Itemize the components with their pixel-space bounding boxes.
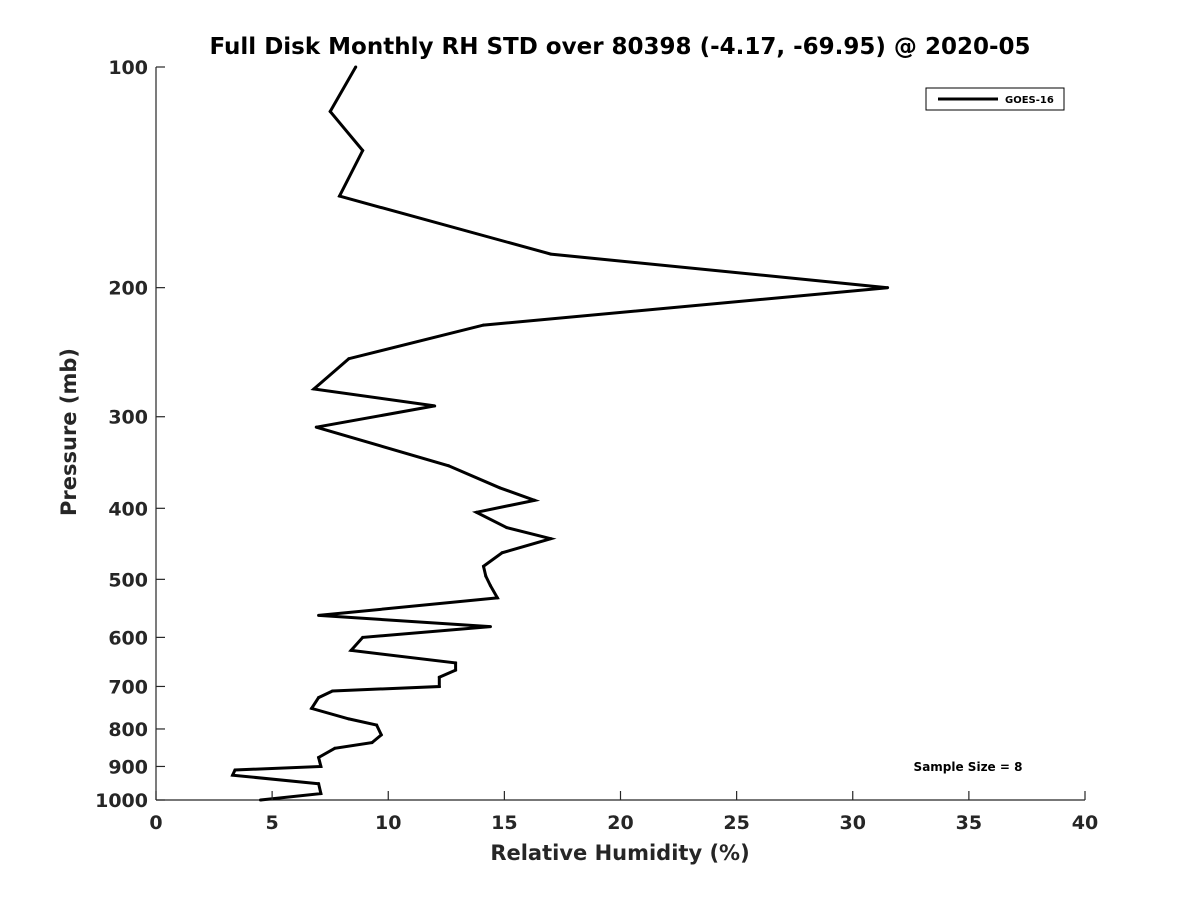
data-point (500, 551, 504, 555)
y-tick-label: 500 (108, 569, 148, 591)
x-axis-title: Relative Humidity (%) (490, 841, 749, 865)
data-point (454, 661, 458, 665)
data-point (328, 109, 332, 113)
data-point (454, 668, 458, 672)
y-tick-label: 100 (108, 57, 148, 79)
data-point (549, 537, 553, 541)
data-point (475, 510, 479, 514)
x-tick-label: 35 (956, 812, 982, 834)
data-point (310, 706, 314, 710)
x-tick-label: 5 (266, 812, 279, 834)
data-point (549, 252, 553, 256)
data-point (317, 613, 321, 617)
data-point (333, 746, 337, 750)
x-tick-label: 10 (375, 812, 401, 834)
data-point (317, 696, 321, 700)
data-point (433, 404, 437, 408)
data-point (481, 564, 485, 568)
legend-label-goes-16: GOES-16 (1005, 95, 1054, 106)
x-tick-label: 15 (491, 812, 517, 834)
y-tick-label: 900 (108, 756, 148, 778)
y-tick-label: 400 (108, 498, 148, 520)
x-tick-label: 40 (1072, 812, 1098, 834)
data-point (354, 65, 358, 69)
data-point (379, 733, 383, 737)
data-point (231, 773, 235, 777)
data-point (259, 798, 263, 802)
x-tick-label: 25 (723, 812, 749, 834)
data-point (319, 792, 323, 796)
data-point (533, 498, 537, 502)
data-point (312, 387, 316, 391)
y-tick-label: 1000 (95, 790, 148, 812)
x-tick-label: 30 (840, 812, 866, 834)
data-point (331, 689, 335, 693)
legend: GOES-16 (925, 87, 1065, 111)
chart-title: Full Disk Monthly RH STD over 80398 (-4.… (209, 34, 1030, 60)
data-point (498, 486, 502, 490)
y-tick-label: 200 (108, 278, 148, 300)
data-point (347, 717, 351, 721)
data-point (349, 648, 353, 652)
data-point (233, 768, 237, 772)
data-point (314, 425, 318, 429)
data-point (375, 723, 379, 727)
y-tick-label: 600 (108, 627, 148, 649)
data-point (317, 755, 321, 759)
y-tick-label: 800 (108, 719, 148, 741)
data-point (481, 323, 485, 327)
data-point (337, 194, 341, 198)
x-tick-label: 20 (607, 812, 633, 834)
data-point (319, 764, 323, 768)
x-tick-label: 0 (149, 812, 162, 834)
data-point (447, 464, 451, 468)
series-points-goes-16 (231, 65, 890, 802)
y-tick-label: 700 (108, 676, 148, 698)
data-point (488, 625, 492, 629)
tick-group: 0 5 10 15 20 25 30 35 40 100 200 300 400 500 600 700 800… (95, 57, 1098, 834)
data-point (886, 286, 890, 290)
data-point (484, 574, 488, 578)
data-point (361, 635, 365, 639)
data-point (361, 149, 365, 153)
data-point (437, 675, 441, 679)
y-tick-label: 300 (108, 407, 148, 429)
y-axis-title: Pressure (mb) (57, 348, 81, 516)
data-point (347, 357, 351, 361)
data-point (488, 584, 492, 588)
data-point (370, 741, 374, 745)
sample-size-annotation: Sample Size = 8 (914, 760, 1023, 774)
data-point (317, 782, 321, 786)
data-point (505, 526, 509, 530)
data-point (495, 596, 499, 600)
data-point (437, 684, 441, 688)
